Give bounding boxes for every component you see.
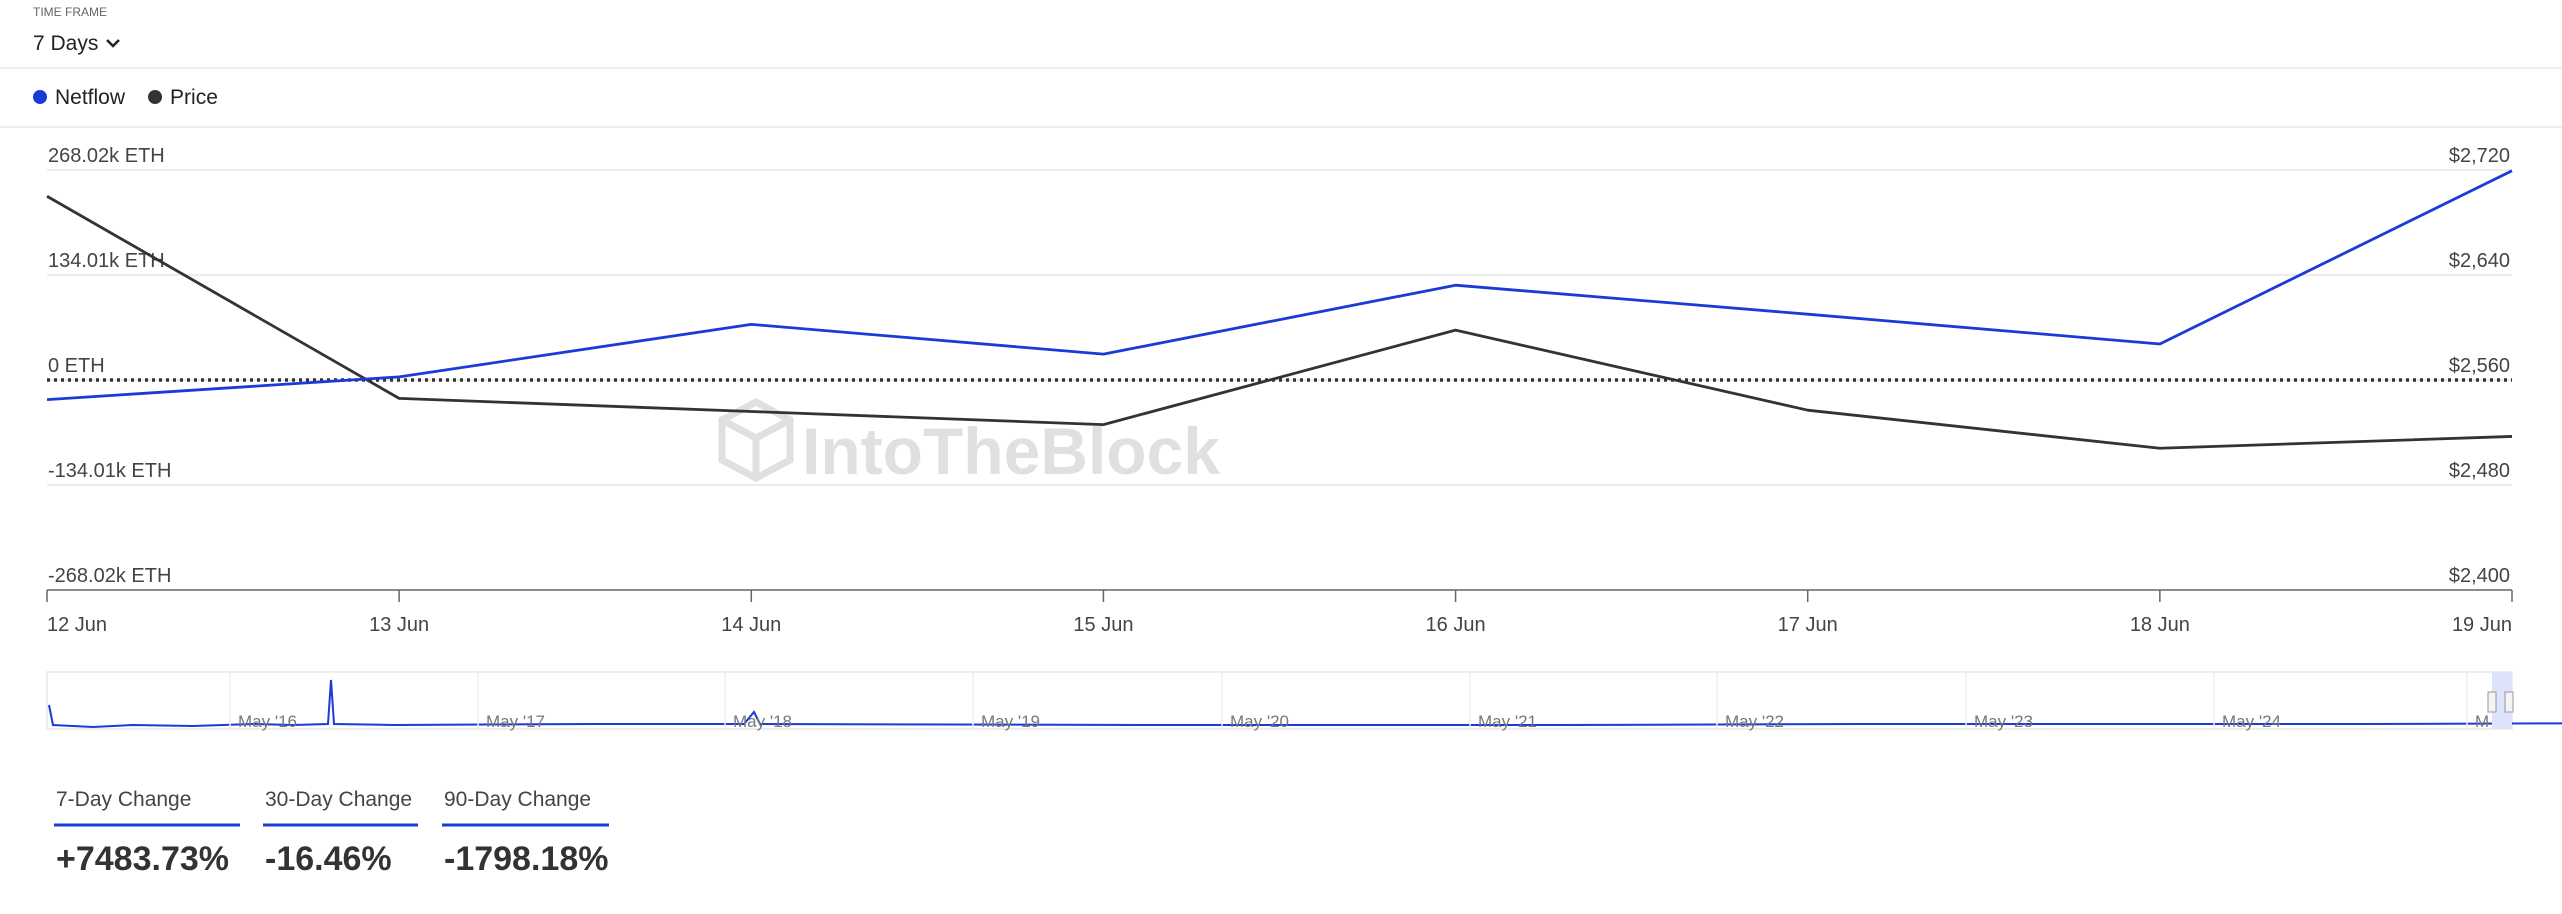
legend-marker[interactable] [33,90,47,104]
y2-tick-label: $2,400 [2449,565,2510,587]
time-frame-label: TIME FRAME [33,5,107,19]
legend-label[interactable]: Netflow [55,86,126,109]
navigator-label: M [2475,712,2489,731]
navigator-label: May '22 [1725,712,1784,731]
y-tick-label: -134.01k ETH [48,460,171,482]
stat-label[interactable]: 7-Day Change [56,788,191,811]
navigator-label: May '24 [2222,712,2281,731]
stat-value: -1798.18% [444,840,608,878]
navigator-label: May '16 [238,712,297,731]
y2-tick-label: $2,720 [2449,145,2510,167]
x-tick-label: 16 Jun [1426,614,1486,636]
navigator-label: May '23 [1974,712,2033,731]
legend-marker[interactable] [148,90,163,104]
navigator-selection[interactable] [2492,672,2512,729]
watermark-text: IntoTheBlock [802,414,1220,488]
series-line [46,195,2513,450]
x-tick-label: 13 Jun [369,614,429,636]
stat-value: +7483.73% [56,840,229,878]
navigator-line [48,679,2562,729]
stat-label[interactable]: 90-Day Change [444,788,591,811]
navigator-label: May '17 [486,712,545,731]
navigator-label: May '20 [1230,712,1289,731]
stat-label[interactable]: 30-Day Change [265,788,412,811]
y-tick-label: 268.02k ETH [48,145,165,167]
navigator-handle[interactable] [2487,691,2497,713]
time-frame-select[interactable]: 7 Days [33,32,98,55]
y2-tick-label: $2,480 [2449,460,2510,482]
navigator-label: May '19 [981,712,1040,731]
stat-value: -16.46% [265,840,392,878]
x-tick-label: 14 Jun [721,614,781,636]
legend-label[interactable]: Price [170,86,218,109]
x-tick-label: 19 Jun [2452,614,2512,636]
x-tick-label: 12 Jun [47,614,107,636]
y-tick-label: 134.01k ETH [48,250,165,272]
y2-tick-label: $2,640 [2449,250,2510,272]
x-tick-label: 18 Jun [2130,614,2190,636]
navigator-handle[interactable] [2504,691,2514,713]
y-tick-label: 0 ETH [48,355,105,377]
watermark: IntoTheBlock [718,398,1220,488]
navigator-label: May '18 [733,712,792,731]
dropdown-arrow[interactable] [106,39,120,48]
navigator[interactable] [46,671,2513,730]
y2-tick-label: $2,560 [2449,355,2510,377]
x-tick-label: 15 Jun [1073,614,1133,636]
y-tick-label: -268.02k ETH [48,565,171,587]
series-line [46,169,2513,401]
x-tick-label: 17 Jun [1778,614,1838,636]
navigator-label: May '21 [1478,712,1537,731]
